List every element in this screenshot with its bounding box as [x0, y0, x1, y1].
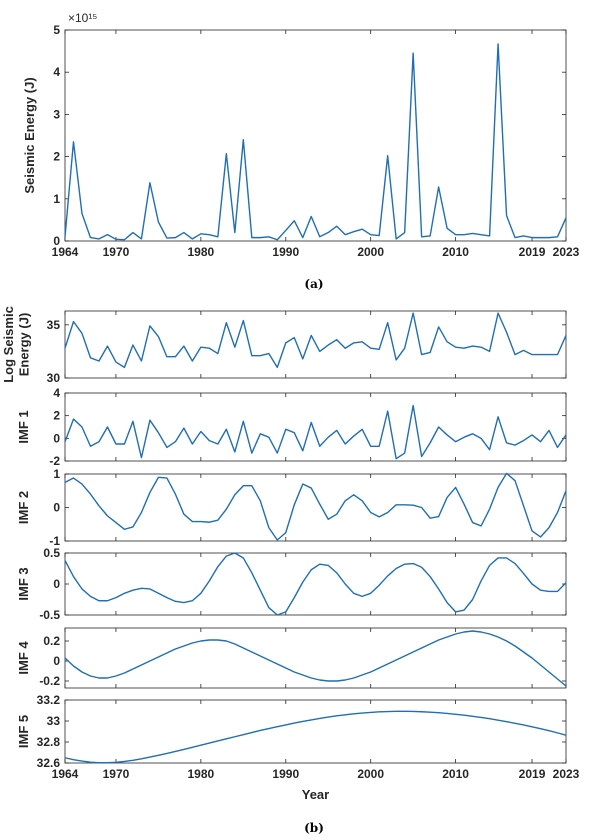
xlabel: Year	[302, 787, 329, 802]
axes-box-energy	[64, 29, 567, 242]
axes-box-imf1	[64, 392, 567, 462]
ylabel-imf2: IMF 2	[16, 491, 31, 524]
panel-imf5: 32.6 32.8 33 33.2 1964 1970 1980 1990 2000 2010 20…	[16, 693, 580, 802]
xtick-label: 2019	[519, 767, 546, 781]
ytick-label: -0.2	[39, 674, 60, 688]
xtick-label: 1964	[52, 245, 79, 259]
ytick-label: 0	[53, 234, 60, 248]
series-line-energy	[64, 43, 567, 241]
ytick-label: 0.2	[43, 634, 60, 648]
ytick-label: 0	[53, 501, 60, 515]
ytick-label: -2	[49, 454, 60, 468]
xtick-label: 2010	[442, 767, 469, 781]
xtick-label: 1980	[188, 767, 215, 781]
xtick-label: 2000	[357, 767, 384, 781]
panel-imf4: -0.2 0 0.2 IMF 4	[16, 627, 567, 689]
exponent-label: ×10¹⁵	[68, 11, 97, 25]
ylabel-imf5: IMF 5	[16, 715, 31, 748]
xtick-label: 1990	[272, 245, 299, 259]
ytick-label: 1	[53, 467, 60, 481]
ytick-label: -0.5	[39, 608, 60, 622]
ytick-label: 2	[53, 409, 60, 423]
ylabel-imf1: IMF 1	[16, 410, 31, 443]
ylabel-line: Energy (J)	[16, 313, 31, 377]
ylabel-line: Log Seismic	[1, 306, 16, 383]
ytick-label: 30	[47, 371, 61, 385]
ytick-label: 33.2	[37, 693, 61, 707]
ytick-label: 0	[53, 654, 60, 668]
xtick-label: 1990	[272, 767, 299, 781]
ytick-label: 32.8	[37, 735, 61, 749]
caption-a: (a)	[304, 277, 323, 291]
xtick-label: 2019	[519, 245, 546, 259]
ylabel-imf4: IMF 4	[16, 641, 31, 675]
caption-b: (b)	[304, 821, 324, 835]
ytick-label: 0	[53, 431, 60, 445]
axes-box-imf3	[64, 552, 567, 616]
xtick-label: 1980	[188, 245, 215, 259]
series-line-imf4	[64, 630, 567, 687]
ytick-label: 1	[53, 192, 60, 206]
xtick-label: 1964	[52, 767, 79, 781]
series-line-imf2	[64, 472, 567, 541]
series-line-log	[64, 312, 567, 369]
ytick-label: 4	[53, 386, 60, 400]
xtick-label: 2023	[553, 245, 580, 259]
xtick-label: 2023	[553, 767, 580, 781]
ylabel-energy: Seismic Energy (J)	[22, 77, 37, 193]
ytick-label: 35	[47, 318, 61, 332]
panel-energy: 0 1 2 3 4 5 1964 1970 1980 1990 2000 2010 2019 2023 Se…	[22, 11, 580, 259]
ytick-label: 0	[53, 577, 60, 591]
ytick-label: 5	[53, 23, 60, 37]
series-line-imf5	[64, 710, 567, 764]
panel-imf3: -0.5 0 0.5 IMF 3	[16, 546, 567, 622]
ylabel-log: Log SeismicEnergy (J)	[1, 306, 32, 383]
panel-imf2: -1 0 1 IMF 2	[16, 467, 567, 548]
series-line-imf1	[64, 404, 567, 460]
xtick-label: 2000	[357, 245, 384, 259]
ytick-label: 3	[53, 107, 60, 121]
ytick-label: -1	[49, 534, 60, 548]
panel-imf1: -2 0 2 4 IMF 1	[16, 386, 567, 468]
axes-box-log	[64, 310, 567, 379]
ytick-label: 0.5	[43, 546, 60, 560]
panel-log: 30 35 Log SeismicEnergy (J)	[1, 306, 567, 385]
xtick-label: 1970	[103, 767, 130, 781]
ytick-label: 32.6	[37, 756, 61, 770]
ylabel-imf3: IMF 3	[16, 567, 31, 600]
ytick-label: 4	[53, 65, 60, 79]
xtick-label: 1970	[103, 245, 130, 259]
ytick-label: 2	[53, 150, 60, 164]
series-line-imf3	[64, 552, 567, 616]
xtick-label: 2010	[442, 245, 469, 259]
axes-box-imf5	[64, 699, 567, 764]
ytick-label: 33	[47, 714, 61, 728]
